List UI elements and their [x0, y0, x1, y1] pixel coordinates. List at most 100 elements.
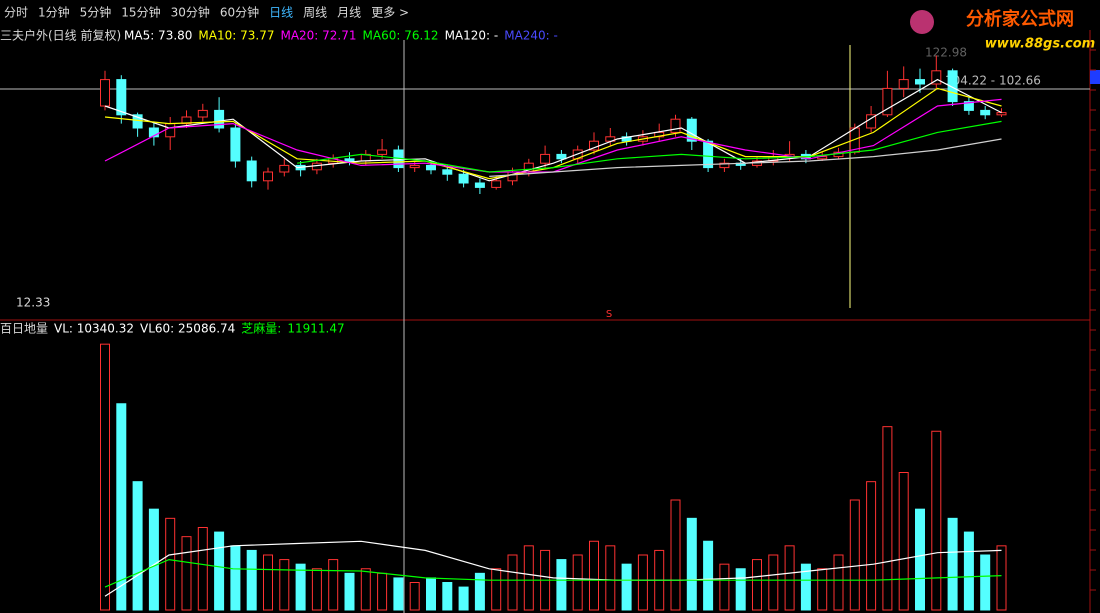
candle-body [344, 158, 355, 162]
volume-bar [458, 586, 469, 611]
toolbar-tab[interactable]: 15分钟 [121, 5, 160, 20]
candle-body [458, 173, 469, 184]
indicator-label: MA5: 73.80 [124, 29, 192, 43]
low-label: 12.33 [16, 296, 50, 310]
volume-bar [947, 517, 958, 611]
indicator-label: 芝麻量: [241, 321, 281, 336]
volume-bar [784, 545, 795, 611]
volume-bar [866, 481, 877, 611]
indicator-label: MA60: 76.12 [363, 29, 439, 43]
volume-bar [817, 568, 828, 611]
candle-body [670, 118, 681, 133]
indicator-line [104, 558, 1002, 588]
indicator-label: MA240: - [504, 29, 558, 43]
candle-body [197, 109, 208, 118]
volume-bar [963, 531, 974, 611]
logo-icon [910, 10, 934, 34]
candle-body [263, 171, 273, 182]
volume-bar [311, 568, 322, 611]
volume-bar [442, 582, 453, 611]
volume-bar [230, 545, 241, 611]
toolbar-tab[interactable]: 日线 [269, 6, 293, 20]
candle-body [491, 180, 502, 188]
indicator-line [104, 78, 1002, 182]
logo-url: www.88gs.com [985, 37, 1095, 52]
toolbar-tab[interactable]: 60分钟 [220, 5, 259, 20]
toolbar-tab[interactable]: 5分钟 [80, 5, 112, 20]
volume-bar [393, 577, 404, 611]
candle-body [898, 79, 909, 89]
volume-bar [263, 554, 273, 611]
candle-body [556, 153, 567, 160]
candle-body [165, 123, 176, 138]
volume-bar [100, 343, 110, 611]
candle-body [686, 118, 697, 142]
candle-body [719, 162, 730, 169]
volume-bar [491, 568, 502, 611]
volume-bar [214, 531, 225, 611]
toolbar: 分时 1分钟 5分钟 15分钟 30分钟 60分钟 日线 周线 月线 更多 > [4, 5, 409, 20]
toolbar-tab[interactable]: 更多 > [371, 6, 409, 20]
volume-bar [523, 545, 534, 611]
indicator-line [297, 120, 1002, 173]
candle-body [311, 162, 322, 171]
volume-bar [116, 403, 127, 611]
candle-body [947, 70, 958, 103]
toolbar-tab[interactable]: 30分钟 [171, 5, 210, 20]
indicator-label: MA120: - [445, 29, 499, 43]
volume-bar [898, 472, 909, 611]
plot [100, 49, 1096, 611]
volume-bar [197, 527, 208, 611]
toolbar-tab[interactable]: 分时 [4, 6, 28, 20]
volume-bar [426, 577, 436, 611]
volume-bar [165, 517, 176, 611]
candle-body [246, 160, 257, 182]
volume-bar [833, 554, 844, 611]
candle-body [540, 153, 551, 164]
candle-body [996, 112, 1007, 116]
volume-bar [621, 563, 632, 611]
cursor-label: 104.22 - 102.66 [945, 74, 1041, 88]
toolbar-tab[interactable]: 周线 [303, 6, 327, 20]
volume-bar [409, 582, 420, 611]
volume-bar [882, 426, 893, 611]
volume-bar [344, 572, 355, 611]
volume-bar [589, 540, 599, 611]
candle-body [980, 109, 991, 116]
volume-bar [360, 568, 371, 611]
volume-bar [996, 545, 1007, 611]
high-label: 122.98 [925, 46, 967, 60]
volume-bar [474, 572, 485, 611]
indicator-label: VL: 10340.32 [54, 322, 134, 336]
volume-bar [931, 430, 942, 611]
volume-bar [800, 563, 811, 611]
volume-bar [703, 540, 714, 611]
volume-bar [768, 554, 779, 611]
volume-header: 百日地量 [0, 322, 48, 336]
volume-bar [980, 554, 991, 611]
logo-title: 分析家公式网 [966, 8, 1074, 30]
volume-bar [377, 572, 388, 611]
candle-body [931, 70, 942, 85]
indicator-label: 11911.47 [287, 322, 344, 336]
volume-bar [605, 545, 616, 611]
indicator-label: MA10: 73.77 [198, 29, 274, 43]
toolbar-tab[interactable]: 月线 [337, 6, 361, 20]
indicator-line [489, 138, 1002, 177]
volume-bar [849, 499, 860, 611]
candle-body [230, 127, 241, 162]
candle-body [181, 116, 192, 125]
toolbar-tab[interactable]: 1分钟 [38, 5, 70, 20]
candle-body [148, 127, 159, 138]
candle-body [915, 79, 925, 85]
volume-bar [752, 559, 762, 611]
candle-body [474, 182, 485, 188]
volume-bar [295, 563, 306, 611]
candle-body [442, 169, 453, 175]
volume-bar [181, 536, 192, 611]
volume-bar [556, 559, 567, 611]
candle-body [426, 164, 436, 171]
volume-bar [507, 554, 518, 611]
